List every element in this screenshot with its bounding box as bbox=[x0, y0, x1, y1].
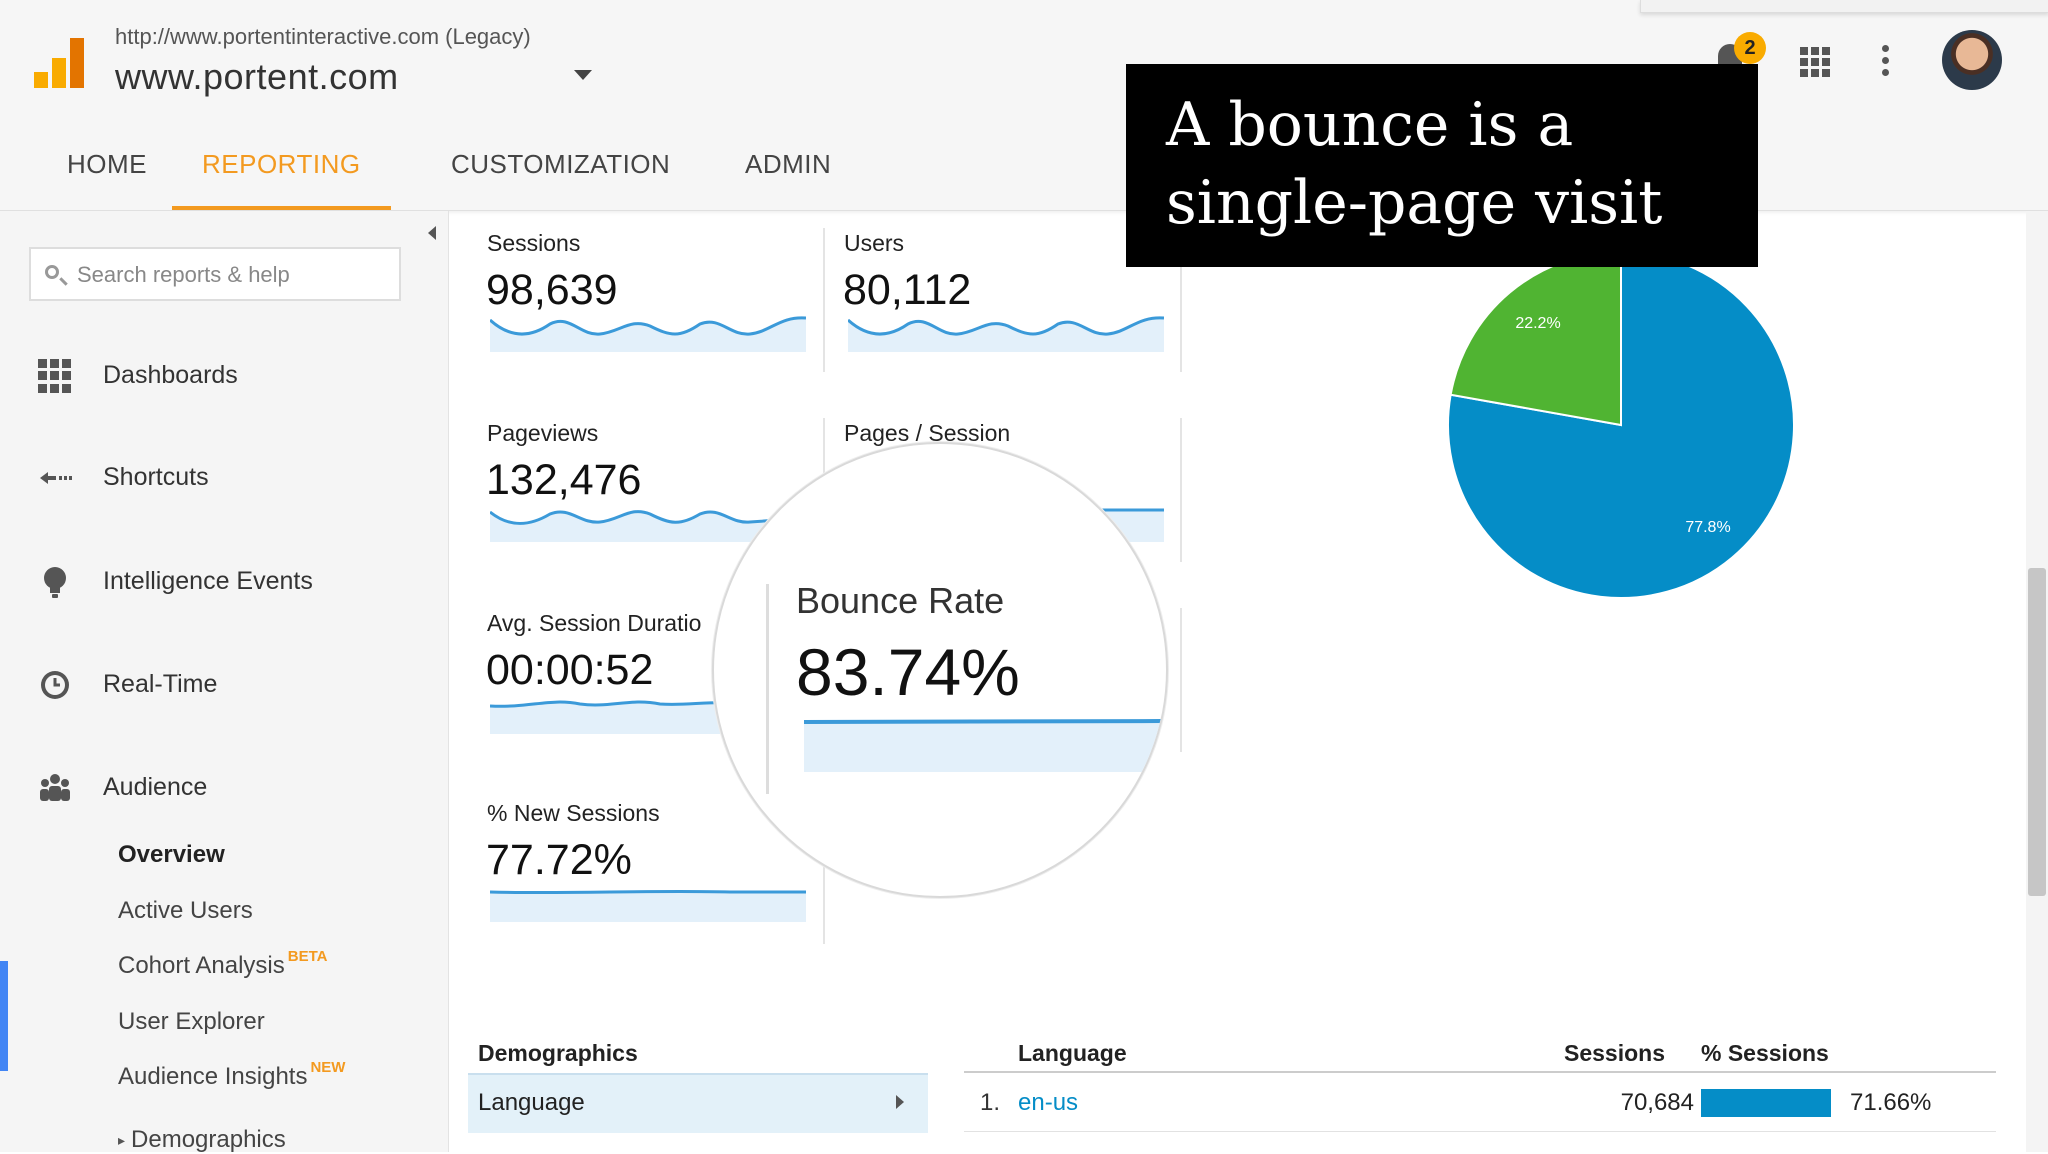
sidebar-sub-audience-insights[interactable]: Audience Insights NEW bbox=[118, 1059, 345, 1091]
pie-slice-1[interactable] bbox=[1449, 250, 1622, 427]
sparkline-sessions[interactable] bbox=[490, 312, 806, 352]
caption-line: single-page visit bbox=[1166, 168, 1663, 238]
sidebar-sub-demographics[interactable]: ▸ Demographics bbox=[118, 1126, 286, 1154]
new-vs-returning-pie-chart[interactable]: 77.8% 22.2% bbox=[1446, 250, 1796, 600]
bounce-rate-magnifier: Bounce Rate 83.74% bbox=[712, 442, 1168, 898]
sidebar-item-label: Real-Time bbox=[103, 670, 218, 698]
demographics-heading: Demographics bbox=[478, 1040, 638, 1066]
tab-reporting[interactable]: REPORTING bbox=[172, 118, 391, 210]
sparkline-new-sessions[interactable] bbox=[490, 882, 806, 922]
pie-slice-label: 22.2% bbox=[1515, 315, 1560, 332]
table-header-rule bbox=[964, 1071, 1996, 1073]
beta-badge: BETA bbox=[287, 948, 328, 965]
chevron-right-icon: ▸ bbox=[118, 1132, 126, 1148]
table-row: 1. en-us 70,684 71.66% bbox=[964, 1073, 1996, 1132]
metric-value-new-sessions: 77.72% bbox=[486, 836, 632, 884]
metric-value-bounce-rate: 83.74% bbox=[796, 635, 1020, 709]
sidebar-item-label: Dashboards bbox=[103, 361, 238, 389]
metric-label-new-sessions: % New Sessions bbox=[487, 800, 660, 826]
active-indicator bbox=[0, 961, 8, 1071]
sidebar-item-label: Audience bbox=[103, 773, 208, 801]
sidebar-item-label: Intelligence Events bbox=[103, 567, 313, 595]
caption-line: A bounce is a bbox=[1166, 90, 1574, 160]
account-url: http://www.portentinteractive.com (Legac… bbox=[115, 24, 531, 49]
sidebar-sub-overview[interactable]: Overview bbox=[118, 841, 225, 868]
collapse-sidebar-button[interactable] bbox=[420, 216, 446, 250]
divider bbox=[1180, 228, 1182, 372]
metric-value-avg-session-duration: 00:00:52 bbox=[486, 646, 654, 694]
divider bbox=[1180, 608, 1182, 752]
dropdown-edge bbox=[1640, 0, 2048, 13]
column-header-language[interactable]: Language bbox=[1018, 1040, 1127, 1066]
more-vert-icon[interactable] bbox=[1882, 45, 1890, 79]
lightbulb-icon bbox=[44, 567, 66, 598]
sparkline-bounce-rate[interactable] bbox=[804, 716, 1168, 772]
sidebar-sub-active-users[interactable]: Active Users bbox=[118, 897, 253, 924]
search-box[interactable] bbox=[29, 247, 401, 301]
dashboard-icon bbox=[38, 359, 72, 393]
language-link[interactable]: en-us bbox=[1018, 1089, 1079, 1116]
sidebar-item-shortcuts[interactable]: Shortcuts bbox=[0, 443, 448, 513]
scrollbar-thumb[interactable] bbox=[2028, 568, 2046, 896]
divider bbox=[1180, 418, 1182, 562]
metric-value-pageviews: 132,476 bbox=[486, 456, 642, 504]
sidebar-sub-user-explorer[interactable]: User Explorer bbox=[118, 1008, 265, 1035]
sidebar-item-label: Shortcuts bbox=[103, 463, 209, 491]
apps-grid-icon[interactable] bbox=[1800, 47, 1830, 77]
metric-label-users: Users bbox=[844, 230, 905, 256]
divider bbox=[766, 584, 769, 794]
column-header-sessions[interactable]: Sessions bbox=[1564, 1040, 1665, 1066]
metric-value-sessions: 98,639 bbox=[486, 266, 618, 314]
people-icon bbox=[40, 774, 70, 801]
sidebar-item-real-time[interactable]: Real-Time bbox=[0, 650, 448, 720]
row-sessions: 70,684 bbox=[1620, 1089, 1694, 1116]
caption-overlay: A bounce is a single-page visit bbox=[1126, 64, 1758, 267]
sidebar-sub-label: Demographics bbox=[131, 1126, 286, 1153]
shortcuts-icon bbox=[40, 472, 72, 484]
sidebar-item-intelligence-events[interactable]: Intelligence Events bbox=[0, 547, 448, 617]
divider bbox=[823, 228, 825, 372]
row-rank: 1. bbox=[980, 1089, 1001, 1116]
sidebar-sub-label: Cohort Analysis bbox=[118, 952, 285, 979]
metric-label-pages-per-session: Pages / Session bbox=[844, 420, 1011, 446]
chevron-down-icon[interactable] bbox=[574, 70, 592, 80]
sparkline-pageviews[interactable] bbox=[490, 502, 806, 542]
metric-label-bounce-rate: Bounce Rate bbox=[796, 580, 1005, 621]
metric-label-pageviews: Pageviews bbox=[487, 420, 599, 446]
clock-icon bbox=[41, 671, 69, 699]
demographics-selected-label: Language bbox=[478, 1089, 585, 1116]
notification-badge: 2 bbox=[1734, 32, 1766, 64]
tab-admin[interactable]: ADMIN bbox=[745, 149, 832, 179]
sidebar-item-audience[interactable]: Audience bbox=[0, 753, 448, 823]
demographics-selected-row[interactable]: Language bbox=[468, 1073, 928, 1133]
sidebar-sub-cohort-analysis[interactable]: Cohort Analysis BETA bbox=[118, 948, 327, 980]
search-icon bbox=[45, 265, 59, 279]
tab-customization[interactable]: CUSTOMIZATION bbox=[451, 149, 671, 179]
divider bbox=[823, 800, 825, 944]
pie-slice-label: 77.8% bbox=[1685, 519, 1730, 536]
sidebar-item-dashboards[interactable]: Dashboards bbox=[0, 341, 448, 411]
chevron-right-icon bbox=[896, 1095, 904, 1109]
row-pct-sessions: 71.66% bbox=[1850, 1089, 1932, 1116]
analytics-logo-icon[interactable] bbox=[34, 38, 86, 88]
metric-value-users: 80,112 bbox=[843, 266, 972, 314]
sidebar: Dashboards Shortcuts Intelligence Events… bbox=[0, 211, 449, 1154]
metric-label-avg-session-duration: Avg. Session Duratio bbox=[487, 610, 702, 636]
column-header-pct-sessions[interactable]: % Sessions bbox=[1701, 1040, 1829, 1066]
sparkline-users[interactable] bbox=[848, 312, 1164, 352]
account-selector[interactable]: www.portent.com bbox=[115, 56, 399, 97]
avatar[interactable] bbox=[1942, 30, 2002, 90]
new-badge: NEW bbox=[310, 1059, 346, 1076]
pct-sessions-bar bbox=[1701, 1089, 1831, 1117]
tab-home[interactable]: HOME bbox=[67, 149, 147, 179]
search-input[interactable] bbox=[75, 259, 399, 291]
metric-label-sessions: Sessions bbox=[487, 230, 581, 256]
sidebar-sub-label: Audience Insights bbox=[118, 1063, 308, 1090]
